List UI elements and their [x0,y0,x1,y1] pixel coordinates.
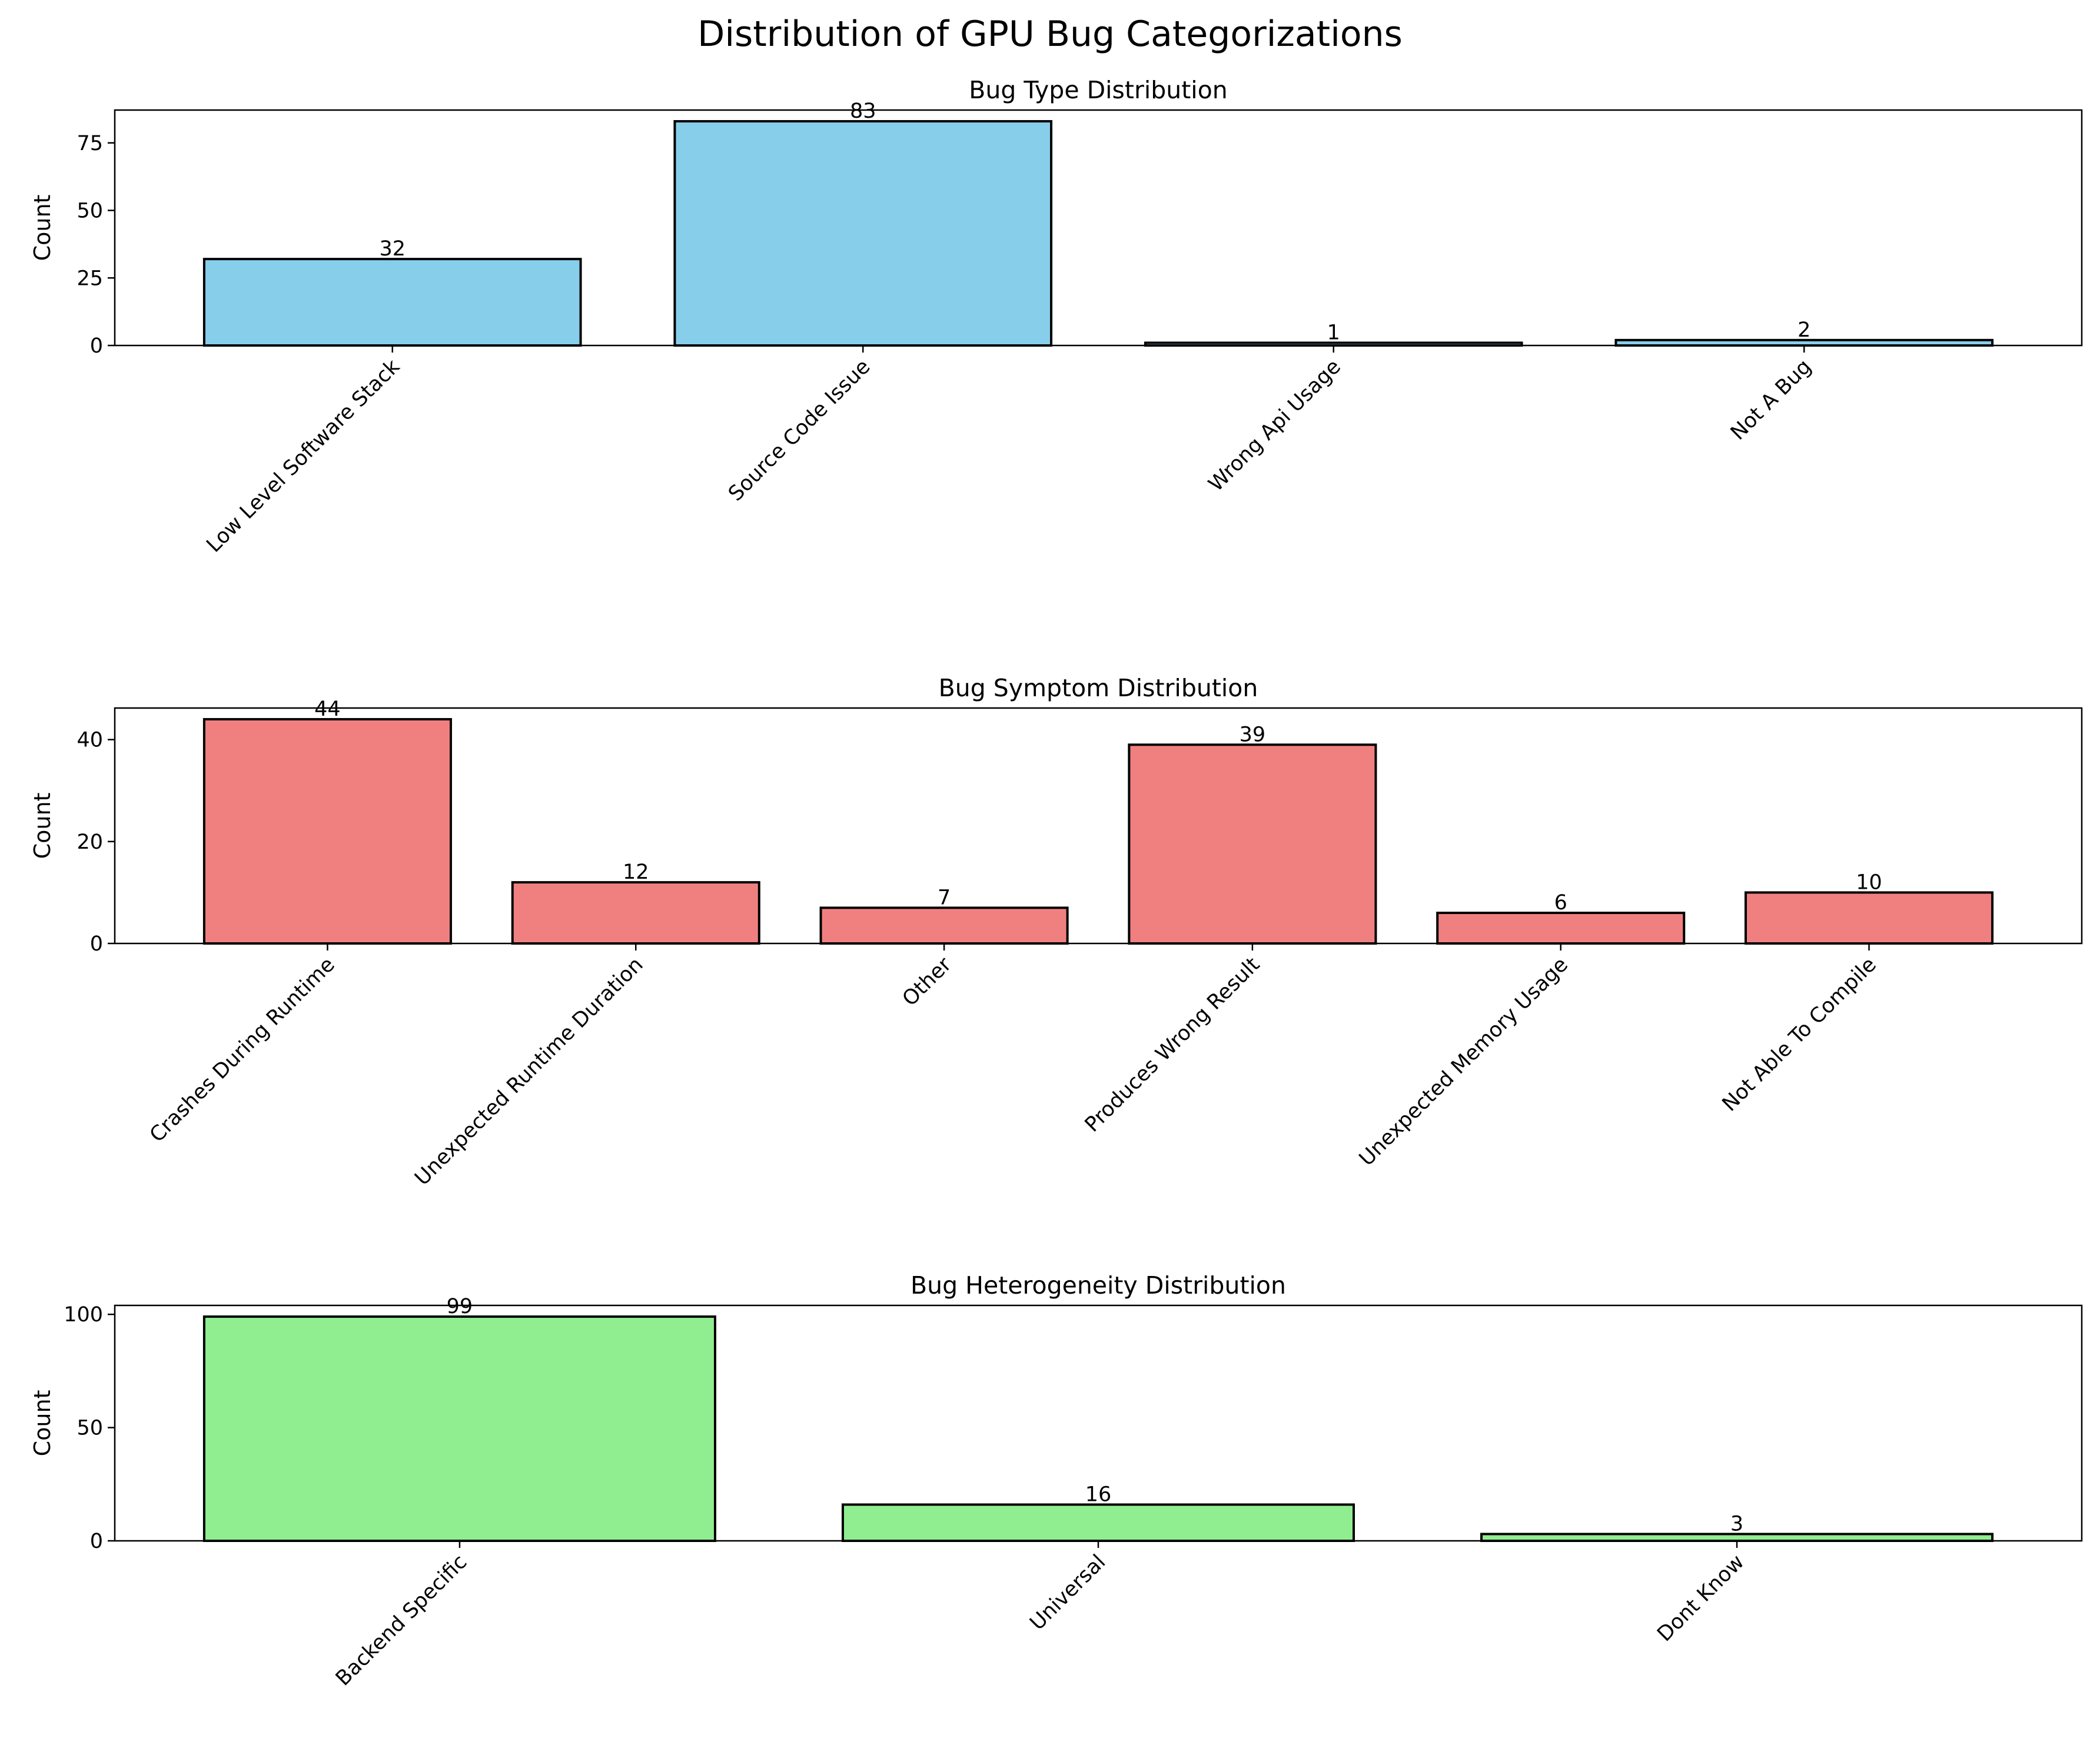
bug-heterogeneity-y-axis-label: Count [29,1390,55,1457]
bug-type-axes-frame [114,109,2083,347]
bug-type-y-tick-label: 50 [77,200,103,223]
bug-symptom-x-tick-label-not-able-to-compile: Not Able To Compile [1718,953,1881,1116]
bug-heterogeneity-title: Bug Heterogeneity Distribution [911,1271,1286,1300]
bug-symptom-x-tick-label-crashes-during-runtime: Crashes During Runtime [145,953,340,1147]
bug-heterogeneity-y-tick-label: 100 [64,1303,103,1327]
bug-type-x-tick-label-not-a-bug: Not A Bug [1726,355,1816,445]
bug-type-y-axis-label: Count [29,195,55,261]
bug-symptom-value-label: 10 [1856,870,1882,894]
bug-symptom-value-label: 12 [623,860,649,884]
bug-symptom-bar-produces-wrong-result [1128,743,1377,945]
bug-type-y-tick-label: 0 [90,334,103,358]
bug-symptom-value-label: 39 [1240,723,1266,746]
bug-heterogeneity-y-tick-label: 50 [77,1417,103,1440]
bug-symptom-axes-frame [114,707,2083,945]
bug-type-value-label: 2 [1797,318,1810,342]
bug-symptom-bar-not-able-to-compile [1745,891,1994,945]
bug-heterogeneity-x-tick-label-dont-know: Dont Know [1653,1550,1749,1646]
bug-type-x-tick-label-source-code-issue: Source Code Issue [724,355,875,506]
bug-type-title: Bug Type Distribution [969,76,1228,104]
bug-type-value-label: 32 [379,237,406,261]
bug-symptom-x-tick-label-produces-wrong-result: Produces Wrong Result [1081,953,1264,1136]
bug-symptom-chart: Bug Symptom Distribution 44 12 7 39 6 10 0 20 40 C… [29,674,2083,1190]
bug-heterogeneity-value-label: 3 [1730,1512,1743,1536]
bug-type-bar-source-code-issue [673,120,1053,347]
bug-type-y-tick-label: 25 [77,267,103,290]
bug-type-bar-low-level-software-stack [202,258,582,347]
bug-heterogeneity-x-tick-label-backend-specific: Backend Specific [331,1550,471,1690]
bug-heterogeneity-x-tick-label-universal: Universal [1025,1550,1110,1635]
bug-symptom-y-tick-label: 20 [77,830,103,854]
bug-symptom-bar-crashes-during-runtime [202,718,452,945]
bug-type-x-tick-label-low-level-software-stack: Low Level Software Stack [202,355,405,557]
bug-symptom-value-label: 7 [938,886,951,909]
bug-symptom-x-tick-label-unexpected-runtime-duration: Unexpected Runtime Duration [410,953,647,1190]
bug-symptom-x-tick-label-unexpected-memory-usage: Unexpected Memory Usage [1355,953,1573,1171]
bug-heterogeneity-value-label: 16 [1085,1483,1112,1506]
bug-type-value-label: 83 [850,99,876,123]
bug-type-value-label: 1 [1327,321,1340,344]
bug-symptom-value-label: 6 [1554,891,1567,915]
bug-type-chart: Bug Type Distribution 32 83 1 2 0 25 50 75 Count L… [29,76,2083,557]
bug-symptom-value-label: 44 [314,697,341,721]
bug-symptom-y-axis-label: Count [29,793,55,859]
bug-symptom-title: Bug Symptom Distribution [939,674,1258,702]
bug-heterogeneity-bar-backend-specific [202,1315,716,1542]
bug-symptom-bar-other [819,906,1069,945]
bug-type-x-tick-label-wrong-api-usage: Wrong Api Usage [1204,355,1345,496]
figure-title: Distribution of GPU Bug Categorizations [697,14,1403,55]
bug-symptom-y-tick-label: 40 [77,729,103,752]
bug-heterogeneity-y-tick-label: 0 [90,1530,103,1553]
bug-symptom-bar-unexpected-memory-usage [1436,912,1686,945]
bug-symptom-x-tick-label-other: Other [898,953,956,1011]
bug-heterogeneity-bar-universal [841,1503,1355,1542]
bug-symptom-y-tick-label: 0 [90,932,103,956]
bug-heterogeneity-chart: Bug Heterogeneity Distribution 99 16 3 0 50 10… [29,1271,2083,1690]
bug-heterogeneity-value-label: 99 [447,1295,473,1318]
bug-type-y-tick-label: 75 [77,132,103,155]
bug-symptom-bar-unexpected-runtime-duration [511,881,760,945]
